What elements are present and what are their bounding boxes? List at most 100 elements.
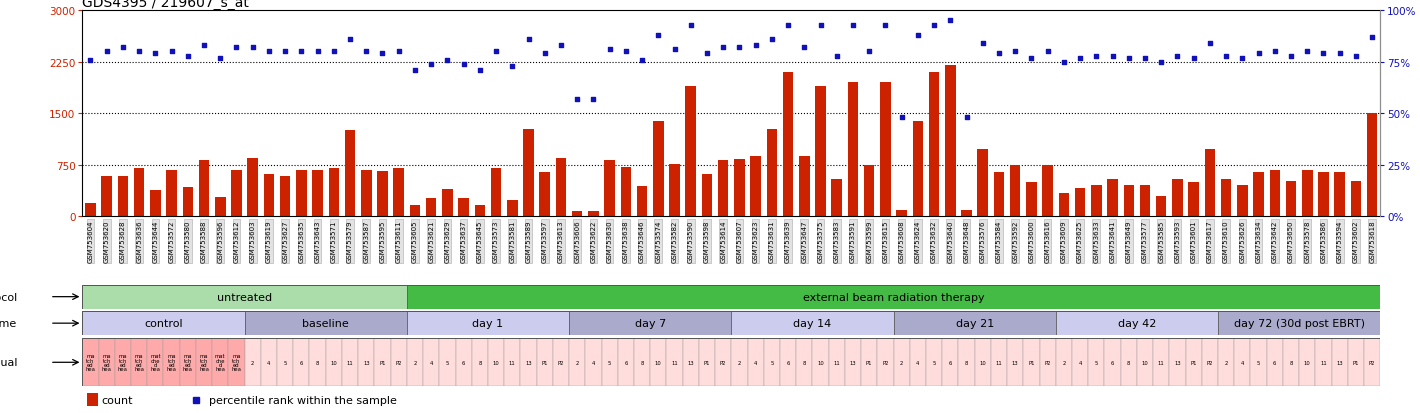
Bar <box>767 130 777 217</box>
Bar <box>555 159 567 217</box>
Bar <box>409 205 420 217</box>
Bar <box>621 167 630 217</box>
Text: 10: 10 <box>493 360 500 365</box>
Bar <box>393 169 405 217</box>
Bar <box>375 339 390 386</box>
Text: GSM753627: GSM753627 <box>283 220 288 263</box>
Bar <box>1056 311 1218 335</box>
Bar <box>961 211 971 217</box>
Point <box>663 47 686 54</box>
Point <box>290 49 312 56</box>
Text: GSM753647: GSM753647 <box>801 220 808 263</box>
Text: 6: 6 <box>625 360 628 365</box>
Text: GSM753644: GSM753644 <box>152 220 159 262</box>
Bar <box>764 339 780 386</box>
Bar <box>442 190 453 217</box>
Point <box>696 51 719 58</box>
Bar <box>277 339 294 386</box>
Text: GSM753648: GSM753648 <box>964 220 970 263</box>
Text: 5: 5 <box>446 360 449 365</box>
Bar <box>1254 173 1264 217</box>
Text: 2: 2 <box>413 360 416 365</box>
Text: GSM753595: GSM753595 <box>379 220 385 262</box>
Bar <box>747 339 764 386</box>
Text: GSM753589: GSM753589 <box>525 220 531 263</box>
Text: ma
tch
ed
hea: ma tch ed hea <box>231 354 241 371</box>
Text: P2: P2 <box>1207 360 1213 365</box>
Text: baseline: baseline <box>302 318 349 328</box>
Text: control: control <box>145 318 183 328</box>
Text: 6: 6 <box>787 360 790 365</box>
Text: ma
tch
ed
hea: ma tch ed hea <box>85 354 95 371</box>
Text: GSM753608: GSM753608 <box>899 220 905 263</box>
Text: P1: P1 <box>1028 360 1035 365</box>
Bar <box>82 285 408 309</box>
Text: GSM753580: GSM753580 <box>185 220 190 263</box>
Bar <box>1234 339 1251 386</box>
Bar <box>426 199 436 217</box>
Bar <box>507 200 517 217</box>
Bar <box>231 170 241 217</box>
Point <box>501 63 524 70</box>
Text: ma
tch
ed
hea: ma tch ed hea <box>135 354 143 371</box>
Text: GSM753606: GSM753606 <box>574 220 581 263</box>
Bar <box>1091 186 1102 217</box>
Bar <box>183 188 193 217</box>
Bar <box>863 166 875 217</box>
Bar <box>991 339 1007 386</box>
Point <box>648 33 670 39</box>
Bar <box>618 339 633 386</box>
Text: GSM753590: GSM753590 <box>687 220 694 263</box>
Text: count: count <box>101 394 132 405</box>
Bar <box>669 165 680 217</box>
Text: mat
che
d
hea: mat che d hea <box>214 354 226 371</box>
Point <box>1231 55 1254 62</box>
Text: percentile rank within the sample: percentile rank within the sample <box>209 394 396 405</box>
Text: GSM753622: GSM753622 <box>591 220 596 262</box>
Text: GSM753596: GSM753596 <box>217 220 223 263</box>
Text: P2: P2 <box>558 360 564 365</box>
Text: 13: 13 <box>364 360 369 365</box>
Point <box>744 43 767 50</box>
Point <box>679 22 701 29</box>
Text: GSM753599: GSM753599 <box>866 220 872 263</box>
Bar <box>1169 339 1186 386</box>
Bar <box>861 339 878 386</box>
Text: individual: individual <box>0 357 17 368</box>
Bar <box>572 211 582 217</box>
Bar <box>926 339 943 386</box>
Text: mat
che
d
hea: mat che d hea <box>151 354 160 371</box>
Bar <box>1302 170 1312 217</box>
Bar <box>280 177 291 217</box>
Text: GSM753602: GSM753602 <box>1353 220 1359 263</box>
Text: ma
tch
ed
hea: ma tch ed hea <box>199 354 209 371</box>
Bar <box>391 339 408 386</box>
Text: GSM753612: GSM753612 <box>233 220 240 263</box>
Text: GSM753630: GSM753630 <box>606 220 612 263</box>
Bar <box>893 311 1056 335</box>
Text: P2: P2 <box>882 360 889 365</box>
Text: day 21: day 21 <box>956 318 994 328</box>
Point <box>777 22 799 29</box>
Text: 10: 10 <box>980 360 985 365</box>
Bar <box>310 339 325 386</box>
Point <box>274 49 297 56</box>
Point <box>1118 55 1140 62</box>
Text: P1: P1 <box>379 360 386 365</box>
Bar <box>782 73 794 217</box>
Text: GSM753600: GSM753600 <box>1028 220 1034 263</box>
Text: P1: P1 <box>541 360 548 365</box>
Text: P2: P2 <box>720 360 727 365</box>
Point <box>906 33 929 39</box>
Bar <box>148 339 163 386</box>
Point <box>565 96 588 103</box>
Point <box>322 49 345 56</box>
Point <box>711 45 734 52</box>
Point <box>484 49 507 56</box>
Bar <box>1267 339 1282 386</box>
Text: 6: 6 <box>462 360 466 365</box>
Text: GSM753613: GSM753613 <box>558 220 564 263</box>
Text: 5: 5 <box>608 360 612 365</box>
Text: 10: 10 <box>331 360 337 365</box>
Point <box>241 45 264 52</box>
